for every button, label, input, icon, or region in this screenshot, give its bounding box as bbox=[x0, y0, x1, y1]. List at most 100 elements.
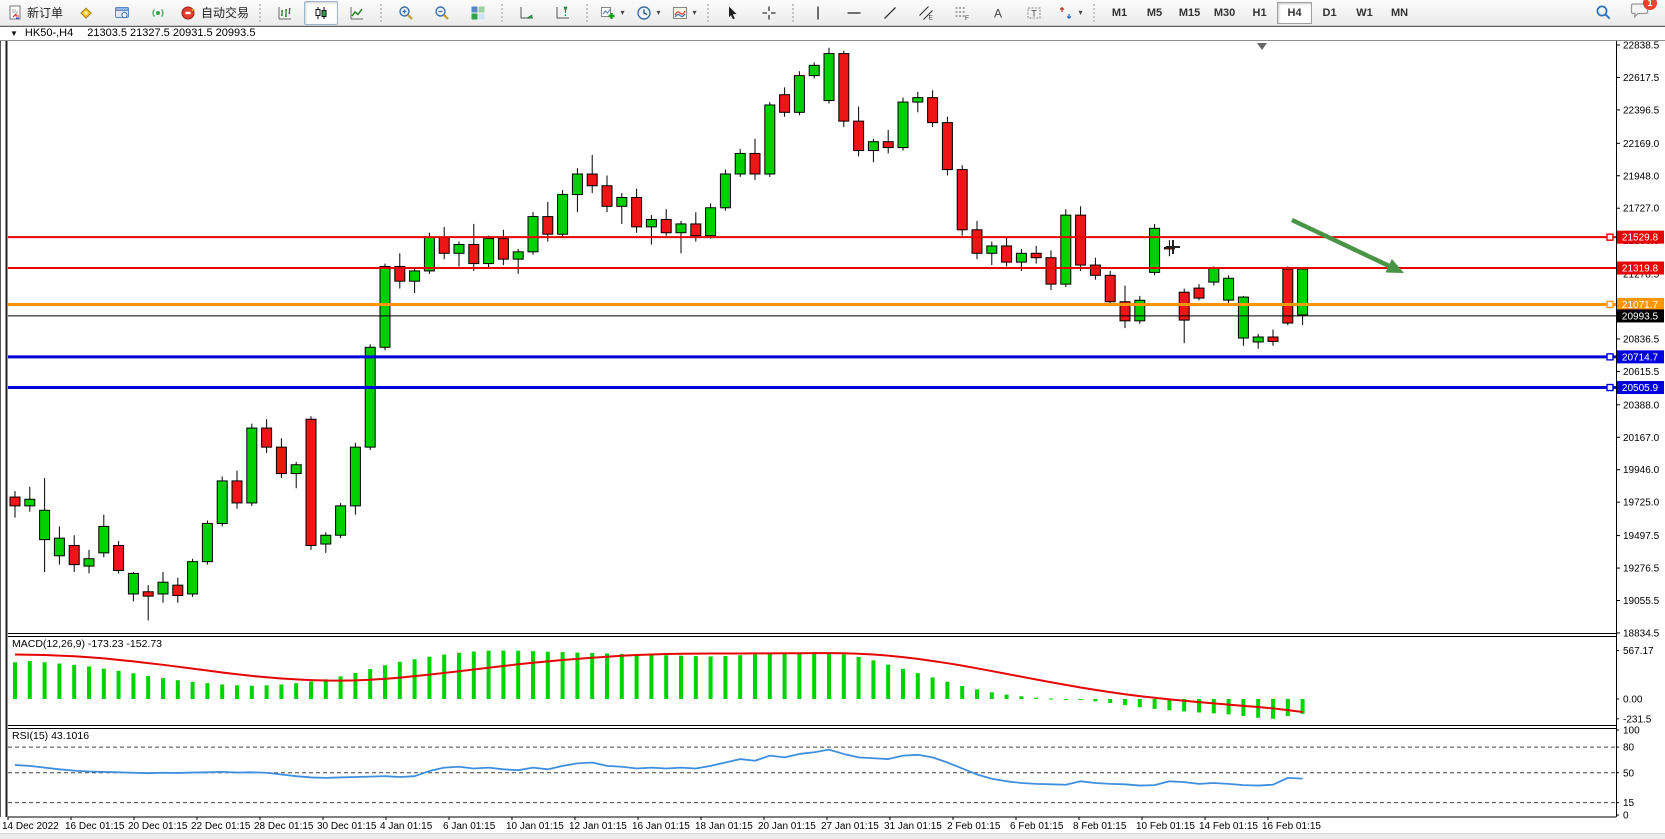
candle bbox=[1223, 277, 1235, 301]
macd-histogram-bar bbox=[338, 676, 343, 699]
macd-histogram-bar bbox=[797, 652, 802, 699]
chart-canvas[interactable]: 22838.5 22617.5 22396.5 22169.0 21948.0 21727… bbox=[0, 41, 1665, 834]
candle bbox=[571, 173, 583, 196]
chart-shift-button[interactable] bbox=[546, 1, 580, 25]
macd-histogram-bar bbox=[1049, 698, 1053, 700]
horizontal-line-tool-button[interactable] bbox=[837, 1, 871, 25]
crosshair-tool-button[interactable] bbox=[752, 1, 786, 25]
timeframe-H4[interactable]: H4 bbox=[1277, 1, 1313, 24]
date-axis[interactable]: 14 Dec 2022 16 Dec 01:15 20 Dec 01:15 22 De… bbox=[2, 817, 1321, 832]
trendline-tool-button[interactable] bbox=[873, 1, 907, 25]
macd-histogram-bar bbox=[116, 670, 121, 699]
signals-button[interactable] bbox=[141, 1, 175, 25]
macd-histogram-bar bbox=[975, 689, 979, 699]
candle bbox=[98, 525, 110, 554]
zoom-out-button[interactable] bbox=[425, 1, 459, 25]
periods-dropdown-caret[interactable]: ▾ bbox=[656, 8, 661, 17]
arrows-dropdown-caret[interactable]: ▾ bbox=[1078, 8, 1083, 17]
horizontal-scrollbar-track[interactable] bbox=[0, 833, 1665, 839]
macd-histogram-bar bbox=[1063, 699, 1068, 700]
candle bbox=[394, 266, 406, 282]
arrows-tool-button[interactable]: ▾ bbox=[1053, 1, 1087, 25]
notifications-button[interactable]: 1 bbox=[1630, 0, 1657, 24]
candle bbox=[675, 223, 687, 234]
timeframe-W1[interactable]: W1 bbox=[1356, 6, 1373, 19]
candle bbox=[468, 243, 480, 265]
line-chart-button[interactable] bbox=[340, 1, 374, 25]
macd-histogram-bar bbox=[1093, 699, 1098, 702]
timeframe-H1[interactable]: H1 bbox=[1252, 6, 1267, 19]
trendline-icon bbox=[884, 6, 896, 19]
candle bbox=[631, 196, 643, 228]
templates-dropdown-caret[interactable]: ▾ bbox=[692, 8, 697, 17]
metaeditor-button[interactable] bbox=[69, 1, 103, 25]
svg-text:21529.8: 21529.8 bbox=[1622, 233, 1659, 244]
fibonacci-tool-button[interactable]: F bbox=[945, 1, 979, 25]
tile-windows-button[interactable] bbox=[461, 1, 495, 25]
indicators-dropdown-caret[interactable]: ▾ bbox=[620, 8, 625, 17]
chart-window[interactable]: ▼ HK50-,H4 21303.5 21327.5 20931.5 20993… bbox=[0, 26, 1665, 833]
candle bbox=[527, 216, 539, 253]
trend-arrow-line bbox=[1291, 217, 1394, 270]
macd-histogram-bar bbox=[486, 650, 491, 699]
macd-histogram-bar bbox=[649, 654, 654, 699]
macd-histogram-bar bbox=[249, 685, 254, 699]
candle bbox=[1015, 252, 1027, 263]
auto-scroll-icon bbox=[520, 6, 534, 18]
timeframe-D1[interactable]: D1 bbox=[1322, 6, 1337, 19]
macd-histogram-bar bbox=[397, 661, 402, 699]
chart-title-strip: ▼ HK50-,H4 21303.5 21327.5 20931.5 20993… bbox=[0, 27, 1665, 41]
macd-histogram-bar bbox=[886, 664, 891, 699]
macd-indicator-label: MACD(12,26,9) -173.23 -152.73 bbox=[12, 638, 162, 650]
svg-text:A: A bbox=[994, 6, 1002, 20]
market-watch-button[interactable] bbox=[105, 1, 139, 25]
timeframe-M5[interactable]: M5 bbox=[1146, 6, 1163, 19]
auto-scroll-button[interactable] bbox=[510, 1, 544, 25]
chart-ohlc-values: 21303.5 21327.5 20931.5 20993.5 bbox=[87, 27, 256, 39]
macd-histogram-bar bbox=[309, 681, 313, 699]
templates-button[interactable]: ▾ bbox=[667, 1, 701, 25]
vertical-line-tool-button[interactable] bbox=[801, 1, 835, 25]
price-axis[interactable]: 22838.5 22617.5 22396.5 22169.0 21948.0 21727… bbox=[1616, 41, 1660, 639]
one-click-trading-collapse-icon[interactable]: ▼ bbox=[10, 29, 18, 38]
svg-text:19276.5: 19276.5 bbox=[1623, 564, 1660, 575]
date-label: 20 Dec 01:15 bbox=[128, 821, 188, 832]
candle bbox=[734, 152, 746, 175]
date-label: 6 Jan 01:15 bbox=[443, 821, 496, 832]
annotations[interactable] bbox=[1166, 43, 1404, 273]
text-label-tool-button[interactable]: T bbox=[1017, 1, 1051, 25]
candlestick-chart-button[interactable] bbox=[304, 0, 339, 25]
candle bbox=[438, 236, 450, 254]
candle bbox=[838, 53, 850, 122]
candle bbox=[1208, 267, 1220, 283]
candle bbox=[1045, 257, 1057, 285]
zoom-in-button[interactable] bbox=[389, 1, 423, 25]
equidistant-channel-tool-button[interactable]: E bbox=[909, 1, 943, 25]
timeframe-M30[interactable]: M30 bbox=[1213, 6, 1236, 19]
new-order-button[interactable]: 新订单 bbox=[4, 1, 67, 25]
date-label: 27 Jan 01:15 bbox=[821, 821, 879, 832]
candle bbox=[290, 464, 302, 475]
autotrading-button[interactable]: 自动交易 bbox=[177, 1, 253, 25]
date-label: 12 Jan 01:15 bbox=[569, 821, 627, 832]
timeframe-M15[interactable]: M15 bbox=[1178, 6, 1201, 19]
periods-button[interactable]: ▾ bbox=[631, 1, 665, 25]
svg-text:567.17: 567.17 bbox=[1623, 646, 1654, 657]
macd-histogram-bar bbox=[945, 681, 950, 699]
autotrading-icon bbox=[181, 6, 196, 19]
svg-text:0: 0 bbox=[1623, 811, 1629, 822]
text-tool-button[interactable]: A bbox=[981, 1, 1015, 25]
indicators-button[interactable]: ▾ bbox=[595, 1, 629, 25]
candle bbox=[349, 446, 361, 507]
bar-chart-button[interactable] bbox=[268, 1, 302, 25]
candle bbox=[941, 122, 953, 171]
timeframe-M1[interactable]: M1 bbox=[1111, 6, 1128, 19]
cursor-tool-button[interactable] bbox=[716, 1, 750, 25]
macd-histogram-bar bbox=[915, 673, 920, 699]
timeframe-MN[interactable]: MN bbox=[1390, 6, 1409, 19]
search-icon[interactable] bbox=[1595, 4, 1612, 21]
candle bbox=[882, 141, 894, 149]
macd-histogram-bar bbox=[205, 683, 210, 699]
